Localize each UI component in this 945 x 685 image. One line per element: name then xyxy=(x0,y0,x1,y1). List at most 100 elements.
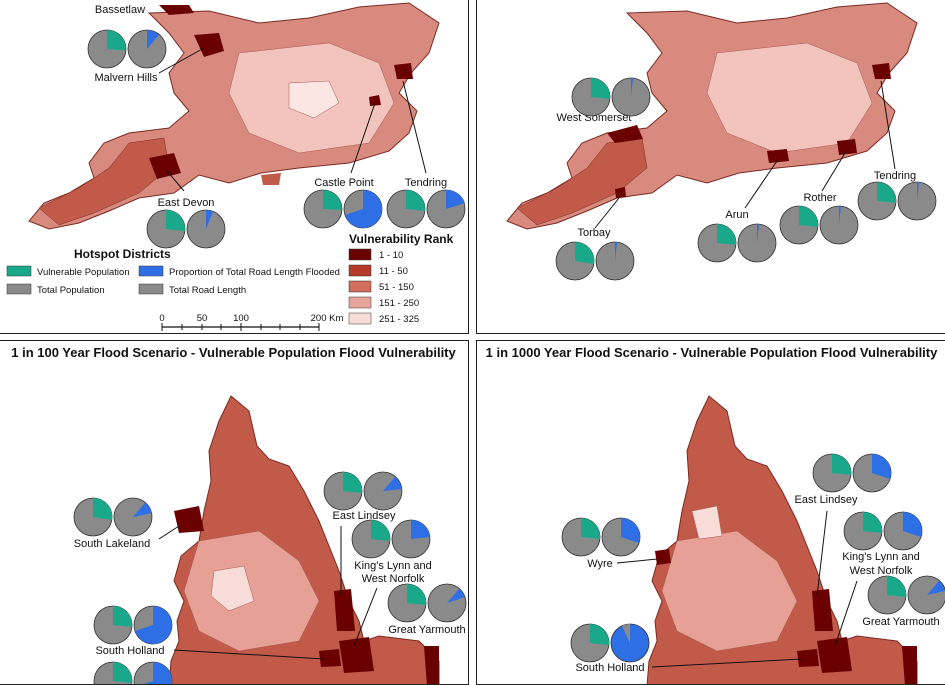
panel-title: 1 in 1000 Year Flood Scenario - Vulnerab… xyxy=(485,345,938,360)
pie-torbay-vulnerable xyxy=(555,241,595,281)
hotspot-bassetlaw-area xyxy=(159,5,194,15)
label-bassetlaw: Bassetlaw xyxy=(95,4,145,16)
leader-malvern-hills xyxy=(158,47,205,74)
legend-total-road: Total Road Length xyxy=(169,285,246,296)
pie-kings-lynn-road xyxy=(883,511,923,551)
label-south-holland: South Holland xyxy=(95,645,164,657)
scale-bar: 0 50 100 200 Km xyxy=(159,313,343,331)
hotspot-east-lindsey-area xyxy=(334,589,355,631)
pie-tendring-road xyxy=(426,189,466,229)
pie-arun-vulnerable xyxy=(697,223,737,263)
pie-great-yarmouth-road xyxy=(427,583,467,623)
hotspot-rother-area xyxy=(837,139,857,155)
pie-wyre-vulnerable xyxy=(561,517,601,557)
label-south-lakeland: South Lakeland xyxy=(74,538,150,550)
leader-kings-lynn xyxy=(834,580,858,647)
label-kings-lynn-2: West Norfolk xyxy=(362,573,425,585)
pie-kings-lynn-vulnerable xyxy=(843,511,883,551)
hotspot-east-devon-area xyxy=(149,153,181,179)
region-southwest xyxy=(38,137,170,226)
isle-of-wight xyxy=(261,173,281,185)
hotspot-tendring-area xyxy=(394,63,413,79)
legend-swatch-total-road xyxy=(138,283,164,295)
leader-east-lindsey xyxy=(816,510,828,597)
legend-vulnerable-population: Vulnerable Population xyxy=(37,267,130,278)
legend-rank-3 xyxy=(348,280,372,293)
label-great-yarmouth: Great Yarmouth xyxy=(862,616,939,628)
label-tendring: Tendring xyxy=(874,170,916,182)
hotspot-malvern-hills-area xyxy=(194,33,224,57)
label-kings-lynn-2: West Norfolk xyxy=(850,565,913,577)
label-arun: Arun xyxy=(725,209,748,221)
leader-kings-lynn xyxy=(353,587,378,647)
hotspot-wyre-area xyxy=(655,549,671,565)
region-inner-london xyxy=(288,80,340,119)
scale-tick-200: 200 Km xyxy=(311,313,344,324)
hotspot-castle-point-area xyxy=(369,95,381,106)
scale-tick-100: 100 xyxy=(233,313,249,324)
pie-castle-point-vulnerable xyxy=(303,189,343,229)
legend-total-population: Total Population xyxy=(37,285,105,296)
pie-kings-lynn-vulnerable xyxy=(351,519,391,559)
leader-south-lakeland xyxy=(158,525,180,540)
leader-castle-point xyxy=(350,102,376,174)
legend-rank-5 xyxy=(348,312,372,325)
pie-arun-road xyxy=(737,223,777,263)
pie-rother-road xyxy=(819,205,859,245)
pie-torbay-road xyxy=(595,241,635,281)
legend-hotspot-title: Hotspot Districts xyxy=(74,247,171,261)
pie-south-holland-road xyxy=(610,623,650,663)
label-torbay: Torbay xyxy=(577,227,611,239)
label-malvern-hills: Malvern Hills xyxy=(95,72,158,84)
pie-west-somerset-vulnerable xyxy=(571,77,611,117)
label-wyre: Wyre xyxy=(587,558,613,570)
pie-great-yarmouth-vulnerable xyxy=(867,575,907,615)
leader-south-holland xyxy=(651,658,803,668)
pie-extra-road xyxy=(133,661,173,684)
label-east-devon: East Devon xyxy=(158,197,215,209)
region-southwest xyxy=(516,137,648,226)
legend-rank-label-3: 51 - 150 xyxy=(379,282,414,293)
leader-wyre xyxy=(616,558,658,564)
map-panel-north-100yr: 1 in 100 Year Flood Scenario - Vulnerabl… xyxy=(0,340,469,685)
label-tendring: Tendring xyxy=(405,177,447,189)
leader-south-holland xyxy=(173,649,325,660)
hotspot-kings-lynn-area xyxy=(339,637,374,673)
pie-east-lindsey-vulnerable xyxy=(323,471,363,511)
pie-west-somerset-road xyxy=(611,77,651,117)
hotspot-torbay-area xyxy=(615,187,626,198)
pie-wyre-road xyxy=(601,517,641,557)
legend-rank-label-1: 1 - 10 xyxy=(379,250,403,261)
legend-rank-4 xyxy=(348,296,372,309)
pie-malvern-road xyxy=(127,29,167,69)
leader-tendring xyxy=(880,80,896,170)
label-kings-lynn-1: King's Lynn and xyxy=(354,560,432,572)
pie-tendring-vulnerable xyxy=(857,181,897,221)
leader-east-devon xyxy=(166,170,185,192)
pie-east-lindsey-vulnerable xyxy=(812,453,852,493)
hotspot-tendring-area xyxy=(872,63,891,79)
label-east-lindsey: East Lindsey xyxy=(333,510,396,522)
label-rother: Rother xyxy=(803,192,836,204)
panel-title: 1 in 100 Year Flood Scenario - Vulnerabl… xyxy=(11,345,456,360)
pie-great-yarmouth-vulnerable xyxy=(387,583,427,623)
pie-south-holland-vulnerable xyxy=(93,605,133,645)
scale-tick-50: 50 xyxy=(197,313,208,324)
pie-tendring-road xyxy=(897,181,937,221)
pie-kings-lynn-road xyxy=(391,519,431,559)
pie-south-holland-vulnerable xyxy=(570,623,610,663)
region-light-cluster xyxy=(691,505,723,540)
pie-south-holland-road xyxy=(133,605,173,645)
map-canvas: South Lakeland East Lindsey King's Lynn … xyxy=(73,395,467,684)
midlands-region xyxy=(661,530,798,652)
map-canvas: Wyre East Lindsey King's Lynn and West N… xyxy=(561,395,945,684)
legend-swatch-road-flooded xyxy=(138,265,164,277)
label-castle-point: Castle Point xyxy=(314,177,373,189)
hotspot-kings-lynn-area xyxy=(817,637,852,673)
pie-extra-vulnerable xyxy=(93,661,133,684)
hotspot-south-holland-area xyxy=(319,649,341,667)
pie-rother-vulnerable xyxy=(779,205,819,245)
hotspot-arun-area xyxy=(767,149,789,163)
pie-south-lakeland-road xyxy=(113,497,153,537)
leader-torbay xyxy=(594,197,620,229)
